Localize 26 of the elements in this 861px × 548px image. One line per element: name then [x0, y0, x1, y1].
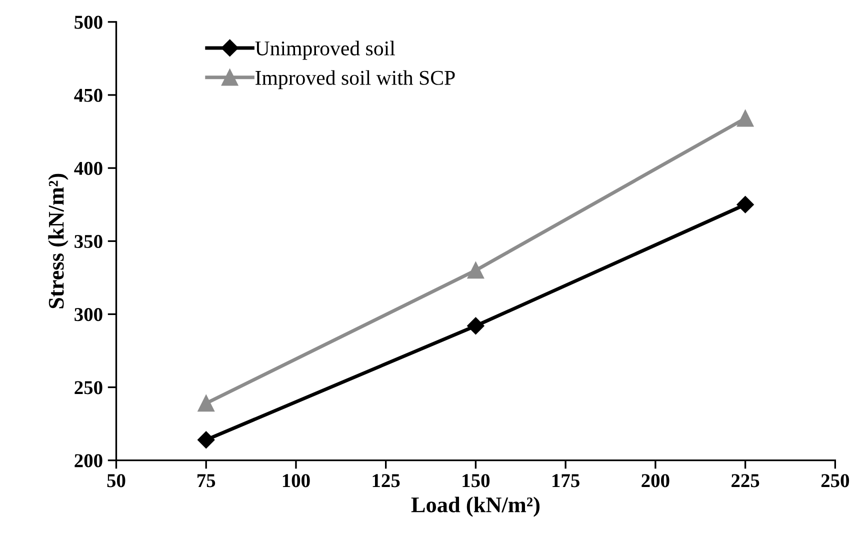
y-tick-label: 350 [74, 234, 102, 248]
y-tick-label: 500 [74, 16, 102, 29]
y-tick-label: 200 [74, 454, 102, 468]
legend-label: Unimproved soil [255, 40, 395, 60]
point [736, 196, 754, 214]
x-tick-label: 200 [642, 474, 670, 488]
x-tick-label: 225 [732, 474, 760, 488]
x-tick-label: 175 [552, 474, 580, 488]
y-tick-label: 400 [74, 162, 102, 175]
point [736, 110, 754, 127]
x-tick-label: 250 [821, 474, 850, 488]
x-tick-label: 75 [197, 474, 216, 488]
x-tick-label: 100 [282, 474, 310, 488]
x-tick-label: 150 [462, 474, 490, 488]
x-axis-title: Load (kN/m²) [411, 496, 540, 517]
y-axis-title: Stress (kN/m²) [48, 174, 68, 308]
y-tick-label: 450 [74, 88, 102, 102]
x-tick-label: 50 [107, 474, 126, 488]
point [467, 317, 484, 334]
point [198, 431, 215, 448]
y-tick-label: 250 [74, 381, 102, 394]
point [198, 394, 214, 412]
y-tick-label: 300 [74, 308, 102, 322]
point [467, 262, 484, 279]
x-tick-label: 125 [372, 474, 400, 488]
legend-label: Improved soil with SCP [256, 70, 455, 90]
